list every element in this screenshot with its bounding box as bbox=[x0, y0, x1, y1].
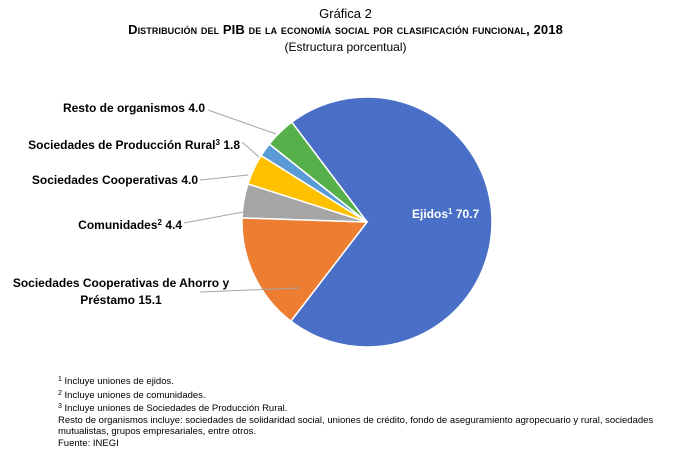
chart-subtitle: (Estructura porcentual) bbox=[284, 40, 407, 54]
footnote: 1 Incluye uniones de ejidos. bbox=[58, 374, 668, 388]
chart-kicker: Gráfica 2 bbox=[319, 6, 372, 21]
footnote-marker: 3 bbox=[58, 403, 62, 410]
category-label: Ejidos bbox=[412, 207, 449, 221]
footnote-text: Incluye uniones de Sociedades de Producc… bbox=[64, 403, 288, 414]
footnotes: 1 Incluye uniones de ejidos. 2 Incluye un… bbox=[58, 374, 668, 449]
category-label: Sociedades de Producción Rural bbox=[28, 138, 216, 152]
footnote: Fuente: INEGI bbox=[58, 438, 668, 450]
value-label: 4.0 bbox=[188, 101, 205, 115]
category-label: Sociedades Cooperativas de Ahorro y Prés… bbox=[12, 276, 230, 307]
value-label: 15.1 bbox=[138, 293, 162, 307]
data-label: Sociedades de Producción Rural3 1.8 bbox=[28, 134, 240, 154]
category-label: Resto de organismos bbox=[62, 101, 185, 115]
data-label: Sociedades Cooperativas 4.0 bbox=[32, 172, 198, 189]
footnote-marker: 2 bbox=[58, 389, 62, 397]
leader-line bbox=[207, 109, 277, 135]
pie-slice bbox=[289, 96, 493, 348]
footnote-text: Fuente: INEGI bbox=[58, 437, 119, 449]
leader-line bbox=[199, 287, 301, 293]
value-label: 1.8 bbox=[223, 138, 240, 152]
pie-slice bbox=[241, 217, 369, 323]
footnote-marker: 1 bbox=[448, 207, 453, 216]
pie-slice bbox=[268, 121, 368, 223]
leader-line bbox=[183, 211, 244, 224]
value-label: 70.7 bbox=[455, 207, 480, 221]
data-label: Resto de organismos 4.0 bbox=[63, 100, 205, 117]
footnote: 2 Incluye uniones de comunidades. bbox=[58, 388, 668, 402]
data-label: Ejidos1 70.7 bbox=[412, 203, 479, 223]
footnote: 3 Incluye uniones de Sociedades de Produ… bbox=[58, 401, 668, 415]
footnote-marker: 3 bbox=[215, 138, 220, 147]
value-label: 4.4 bbox=[165, 218, 182, 232]
data-label: Sociedades Cooperativas de Ahorro y Prés… bbox=[1, 275, 241, 309]
value-label: 4.0 bbox=[181, 173, 198, 187]
footnote: Resto de organismos incluye: sociedades … bbox=[58, 415, 668, 438]
footnote-marker: 2 bbox=[157, 218, 162, 227]
footnote-text: Incluye uniones de comunidades. bbox=[64, 389, 206, 401]
category-label: Sociedades Cooperativas bbox=[31, 173, 178, 187]
footnote-marker: 1 bbox=[58, 376, 62, 383]
data-label: Comunidades2 4.4 bbox=[78, 214, 182, 234]
footnote-text: Incluye uniones de ejidos. bbox=[64, 376, 174, 387]
chart-title: Distribución del PIB de la economía soci… bbox=[128, 22, 563, 37]
footnote-text: Resto de organismos incluye: sociedades … bbox=[58, 414, 654, 438]
leader-line bbox=[199, 174, 249, 181]
category-label: Comunidades bbox=[78, 218, 158, 232]
leader-line bbox=[241, 141, 260, 158]
